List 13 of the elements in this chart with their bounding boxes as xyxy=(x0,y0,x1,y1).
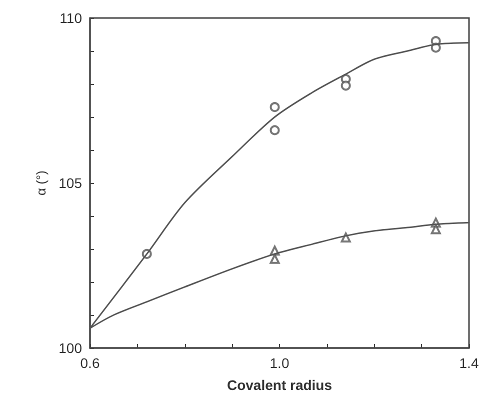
point xyxy=(430,224,441,234)
y-tick-label: 110 xyxy=(60,10,82,26)
x-tick-label: 1.4 xyxy=(459,355,479,371)
x-axis-title: Covalent radius xyxy=(226,377,332,393)
point xyxy=(270,125,280,136)
y-tick-label: 105 xyxy=(58,175,82,191)
point xyxy=(340,80,351,91)
x-tick-label: 0.6 xyxy=(80,355,100,371)
point xyxy=(270,102,280,112)
y-axis-title: α (°) xyxy=(34,170,49,196)
y-tick-label: 100 xyxy=(58,340,82,356)
point xyxy=(270,254,280,264)
x-tick-label: 1.0 xyxy=(270,355,290,371)
